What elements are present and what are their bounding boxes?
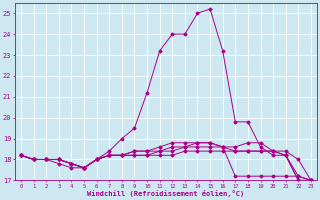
X-axis label: Windchill (Refroidissement éolien,°C): Windchill (Refroidissement éolien,°C) [87,190,244,197]
